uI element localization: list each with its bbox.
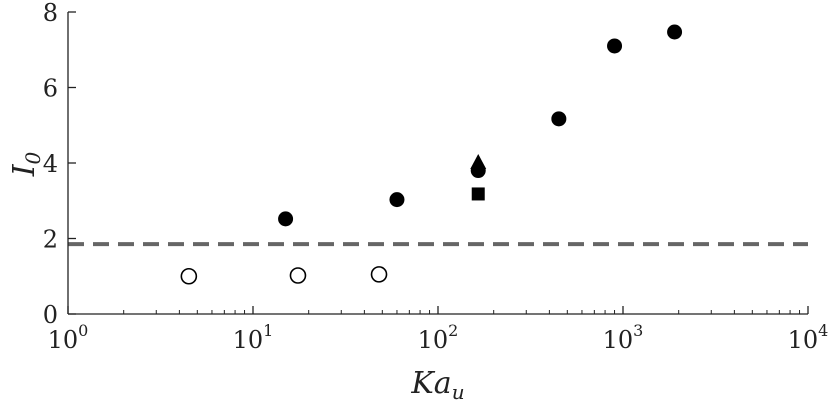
open-circle-marker	[289, 267, 307, 284]
x-axis-label: Kau	[410, 366, 464, 401]
x-tick-label: 104	[788, 321, 829, 354]
filled-circle-marker	[607, 38, 623, 54]
open-circle-marker	[180, 267, 198, 285]
plot-area	[68, 24, 808, 285]
filled-circle-marker	[389, 192, 405, 208]
filled-circle-marker	[278, 211, 294, 227]
x-tick-label: 101	[233, 321, 274, 354]
y-tick-label: 4	[43, 150, 58, 178]
filled-circle-marker	[551, 111, 567, 127]
x-tick-label: 100	[48, 321, 89, 354]
axes: 0 2 4 6 8 100 101 102 103 104	[43, 0, 829, 354]
x-tick-label: 103	[603, 321, 644, 354]
filled-square-marker	[471, 187, 485, 201]
filled-circle-marker	[667, 24, 683, 40]
open-circle-marker	[370, 266, 388, 283]
filled-triangle-marker	[470, 154, 487, 169]
y-axis-label: I0	[7, 151, 45, 177]
x-tick-label: 102	[418, 321, 459, 354]
y-tick-label: 0	[43, 301, 58, 329]
y-tick-label: 6	[43, 75, 58, 103]
y-tick-label: 2	[43, 226, 58, 254]
y-tick-label: 8	[43, 0, 58, 27]
